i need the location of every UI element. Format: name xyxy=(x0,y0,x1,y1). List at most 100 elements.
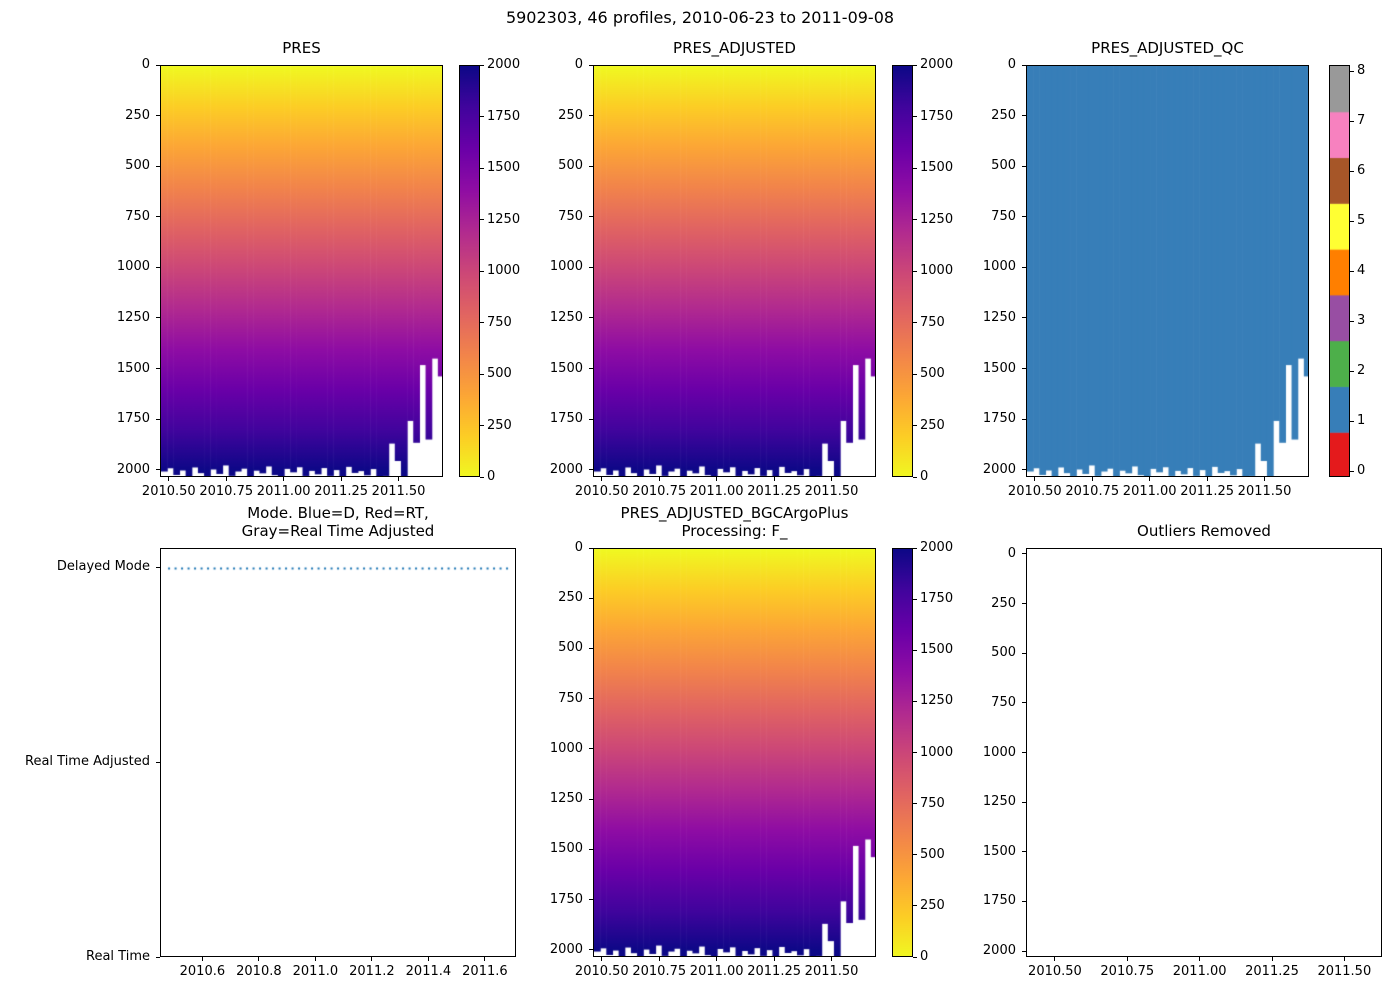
colorbar-tick-mark xyxy=(913,270,917,272)
y-tick-label: 1750 xyxy=(982,411,1016,427)
y-tick-mark xyxy=(1022,950,1026,952)
x-tick-mark xyxy=(1054,957,1056,961)
x-tick-label: 2011.00 xyxy=(256,484,311,499)
colorbar-tick-label: 6 xyxy=(1357,163,1366,178)
y-tick-mark xyxy=(589,368,593,370)
x-tick-mark xyxy=(1343,957,1345,961)
colorbar-tick-mark xyxy=(913,598,917,600)
plot-area-pres-adjusted-bgc xyxy=(593,548,876,957)
colorbar-tick-mark xyxy=(1350,220,1354,222)
x-tick-mark xyxy=(716,957,718,961)
y-tick-label: 500 xyxy=(125,158,150,174)
colorbar-tick-label: 2 xyxy=(1357,363,1366,378)
x-tick-label: 2011.4 xyxy=(405,964,452,979)
y-tick-label: 250 xyxy=(125,107,150,123)
y-tick-mark xyxy=(1022,652,1026,654)
subplot-title-pres-adjusted-bgc: PRES_ADJUSTED_BGCArgoPlus Processing: F_ xyxy=(620,504,849,540)
colorbar-tick-mark xyxy=(913,116,917,117)
y-tick-mark xyxy=(589,547,593,549)
colorbar-tick-mark xyxy=(913,476,917,478)
y-tick-mark xyxy=(156,64,160,66)
colorbar-tick-mark xyxy=(913,425,917,426)
y-tick-label: 1250 xyxy=(982,794,1016,810)
y-tick-label: 1500 xyxy=(982,843,1016,859)
colorbar-tick-label: 1250 xyxy=(920,693,954,709)
x-tick-label: 2010.50 xyxy=(574,964,629,979)
y-tick-label: 1250 xyxy=(549,309,583,325)
y-tick-mark xyxy=(589,216,593,218)
bgc-colorbar-canvas xyxy=(893,549,912,956)
x-tick-mark xyxy=(1149,477,1151,481)
colorbar-tick-label: 2000 xyxy=(920,57,954,72)
y-tick-mark xyxy=(1022,266,1026,268)
y-tick-mark xyxy=(1022,115,1026,117)
colorbar-tick-mark xyxy=(480,270,484,272)
colorbar-tick-mark xyxy=(480,373,484,375)
y-tick-label: 250 xyxy=(558,590,583,606)
y-tick-label: 2000 xyxy=(982,943,1016,959)
colorbar-tick-label: 1000 xyxy=(920,744,954,760)
colorbar-tick-label: 1500 xyxy=(920,642,954,658)
x-tick-mark xyxy=(1091,477,1093,481)
y-tick-mark xyxy=(589,698,593,700)
pres-heatmap-canvas xyxy=(161,66,442,476)
colorbar-tick-label: 1750 xyxy=(487,108,521,124)
colorbar-tick-mark xyxy=(913,64,917,66)
y-tick-mark xyxy=(589,899,593,901)
x-tick-label: 2011.0 xyxy=(292,964,339,979)
y-tick-label: 2000 xyxy=(116,461,150,477)
x-tick-mark xyxy=(314,957,316,961)
x-tick-mark xyxy=(1206,477,1208,481)
x-tick-mark xyxy=(1199,957,1201,961)
y-tick-mark xyxy=(589,949,593,951)
x-tick-label: 2011.25 xyxy=(1180,484,1234,499)
pres-adjusted-colorbar xyxy=(892,65,913,477)
y-tick-label: 2000 xyxy=(982,461,1016,477)
x-tick-mark xyxy=(398,477,400,481)
x-tick-mark xyxy=(658,477,660,481)
x-tick-label: 2011.00 xyxy=(689,964,744,979)
colorbar-tick-label: 5 xyxy=(1357,213,1366,228)
colorbar-tick-label: 7 xyxy=(1357,113,1366,128)
y-tick-mark xyxy=(1022,752,1026,753)
y-tick-mark xyxy=(1022,317,1026,319)
colorbar-tick-label: 0 xyxy=(920,469,929,484)
y-tick-mark xyxy=(1022,216,1026,218)
colorbar-tick-mark xyxy=(913,956,917,958)
outliers-canvas xyxy=(1027,549,1381,956)
colorbar-tick-mark xyxy=(480,167,484,169)
y-tick-label: 750 xyxy=(991,208,1016,224)
y-tick-mark xyxy=(156,368,160,370)
colorbar-tick-mark xyxy=(1350,170,1354,172)
colorbar-tick-label: 250 xyxy=(487,417,512,433)
x-tick-label: 2011.6 xyxy=(462,964,508,979)
colorbar-tick-mark xyxy=(480,322,484,323)
colorbar-tick-mark xyxy=(913,700,917,702)
x-tick-label: 2010.50 xyxy=(1007,484,1062,499)
x-tick-label: 2010.50 xyxy=(1028,964,1082,979)
x-tick-label: 2010.75 xyxy=(199,484,254,499)
colorbar-tick-label: 1000 xyxy=(920,263,954,278)
plot-area-pres-adjusted-qc xyxy=(1026,65,1309,477)
colorbar-tick-mark xyxy=(480,64,484,66)
colorbar-tick-label: 3 xyxy=(1357,313,1366,328)
y-tick-mark xyxy=(1022,900,1026,902)
colorbar-tick-label: 500 xyxy=(487,366,512,381)
colorbar-tick-label: 1500 xyxy=(487,160,521,175)
x-tick-label: 2011.50 xyxy=(804,964,859,979)
y-tick-label: Delayed Mode xyxy=(56,559,150,575)
y-tick-label: 500 xyxy=(558,640,583,656)
y-tick-label: 750 xyxy=(558,690,583,706)
subplot-title-pres-adjusted: PRES_ADJUSTED xyxy=(673,39,796,57)
colorbar-tick-mark xyxy=(913,322,917,323)
y-tick-label: Real Time Adjusted xyxy=(25,754,150,770)
y-tick-mark xyxy=(156,115,160,117)
colorbar-tick-label: 1750 xyxy=(920,108,954,124)
colorbar-tick-mark xyxy=(1350,370,1354,372)
x-tick-label: 2010.6 xyxy=(179,964,226,979)
colorbar-tick-mark xyxy=(913,167,917,169)
x-tick-label: 2010.75 xyxy=(632,484,687,499)
y-tick-label: 2000 xyxy=(549,941,583,957)
x-tick-mark xyxy=(225,477,227,481)
